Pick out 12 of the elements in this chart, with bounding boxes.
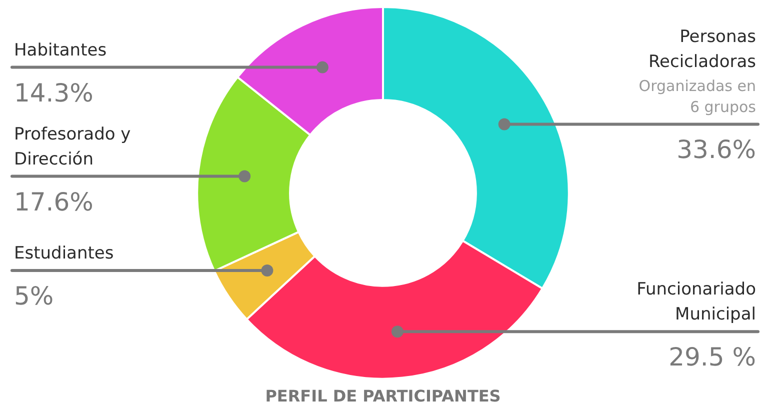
data-label: 33.6% [676, 135, 756, 164]
slice-label: Habitantes [14, 40, 107, 60]
data-label: 14.3% [14, 78, 94, 108]
slice-label: Funcionariado Municipal [636, 280, 756, 325]
slice-label: Estudiantes [14, 244, 114, 264]
slice-label: Personas Recicladoras [648, 27, 756, 72]
data-label: 17.6% [14, 187, 94, 216]
data-label: 5% [14, 282, 54, 311]
slice-label: Profesorado y Dirección [14, 124, 131, 170]
data-label: 29.5 % [668, 342, 756, 372]
text: Organizadas en 6 grupos [638, 77, 756, 116]
text: PERFIL DE PARTICIPANTES [265, 386, 501, 406]
